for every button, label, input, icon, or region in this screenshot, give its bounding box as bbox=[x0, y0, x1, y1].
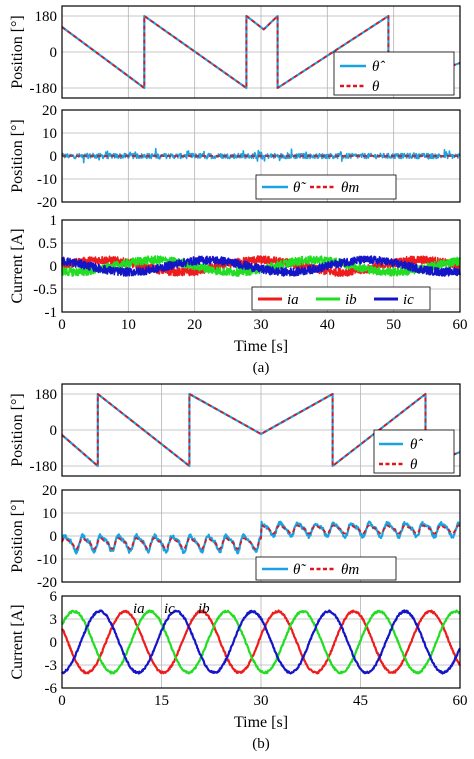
y-tick-label: -20 bbox=[37, 195, 57, 211]
series-line-ic bbox=[61, 255, 461, 277]
y-tick-label: 20 bbox=[42, 103, 57, 119]
legend-entry-actual: θ bbox=[410, 457, 418, 473]
panel-b2: 20 10 0 -10 -20 Position [°] θ̃ θm bbox=[9, 483, 461, 591]
y-axis-label: Current [A] bbox=[9, 604, 26, 679]
x-tick-label: 0 bbox=[58, 693, 66, 709]
x-tick-label: 60 bbox=[453, 693, 468, 709]
y-tick-label: 10 bbox=[42, 126, 57, 142]
y-axis-label: Position [°] bbox=[9, 119, 26, 193]
tick-labels: 180 0 -180 bbox=[30, 387, 58, 475]
legend-entry-ia: ia bbox=[287, 292, 299, 308]
legend-entry-ib: ib bbox=[345, 292, 357, 308]
y-tick-label: 180 bbox=[35, 9, 58, 25]
y-tick-label: -6 bbox=[45, 681, 58, 697]
series-group bbox=[61, 520, 461, 555]
legend: ia ib ic bbox=[251, 286, 431, 311]
annotation-ia: ia bbox=[133, 601, 145, 617]
plot-frame bbox=[61, 595, 461, 689]
panel-b1: 180 0 -180 Position [°] θ̂ θ bbox=[9, 383, 461, 477]
figure-caption-b: (b) bbox=[252, 736, 270, 752]
series-line-actual bbox=[61, 15, 461, 89]
y-tick-label: -20 bbox=[37, 575, 57, 591]
panel-a3: 10.50-0.5-10 10 20 30 40 50 60 Current [A] Tim… bbox=[9, 213, 468, 355]
tick-labels: 20 10 0 -10 -20 bbox=[37, 483, 57, 591]
y-axis-label: Current [A] bbox=[9, 228, 26, 303]
x-tick-label: 0 bbox=[58, 317, 66, 333]
plot-frame bbox=[61, 489, 461, 583]
series-group bbox=[61, 14, 461, 90]
series-line-ia bbox=[61, 609, 462, 675]
tick-labels: 180 0 -180 bbox=[30, 9, 58, 97]
y-axis-label: Position [°] bbox=[9, 393, 26, 467]
series-line-ib bbox=[61, 609, 461, 675]
legend: θ̃ θm bbox=[255, 174, 397, 200]
x-tick-label: 60 bbox=[453, 317, 468, 333]
y-tick-label: -180 bbox=[30, 459, 58, 475]
y-tick-label: 0 bbox=[50, 635, 58, 651]
y-tick-label: 6 bbox=[50, 589, 58, 605]
plot-frame bbox=[61, 383, 461, 477]
series-group bbox=[61, 392, 461, 468]
y-tick-label: 10 bbox=[42, 506, 57, 522]
series-group bbox=[61, 255, 461, 277]
x-axis-label: Time [s] bbox=[234, 714, 288, 731]
legend-entry-actual: θm bbox=[341, 562, 359, 578]
y-tick-label: 0.5 bbox=[38, 236, 57, 252]
y-tick-label: -3 bbox=[45, 658, 58, 674]
series-group bbox=[61, 147, 461, 164]
y-tick-label: -0.5 bbox=[33, 282, 57, 298]
y-tick-label: -180 bbox=[30, 81, 58, 97]
x-tick-label: 50 bbox=[386, 317, 401, 333]
x-tick-label: 20 bbox=[187, 317, 202, 333]
legend-entry-actual: θ bbox=[372, 79, 380, 95]
y-tick-label: 0 bbox=[50, 529, 58, 545]
panel-a1: 180 0 -180 Position [°] θ̂ θ bbox=[9, 5, 461, 99]
figure-caption-a: (a) bbox=[253, 360, 270, 376]
x-tick-label: 15 bbox=[154, 693, 169, 709]
series-line-estimate bbox=[61, 392, 461, 468]
legend: θ̂ θ bbox=[373, 429, 455, 474]
x-axis-label: Time [s] bbox=[234, 338, 288, 355]
y-axis-label: Position [°] bbox=[9, 15, 26, 89]
series-line-actual bbox=[61, 524, 461, 550]
panel-a2: 20 10 0 -10 -20 Position [°] θ̃ θm bbox=[9, 103, 461, 211]
panel-b3: 630-3-60 15 30 45 60 Current [A] Time [s] ia… bbox=[9, 589, 468, 731]
y-tick-label: -10 bbox=[37, 552, 57, 568]
plot-frame bbox=[61, 219, 461, 313]
legend-entry-ic: ic bbox=[403, 292, 414, 308]
plot-frame bbox=[61, 109, 461, 203]
series-line-estimate bbox=[61, 147, 461, 164]
legend: θ̂ θ bbox=[333, 51, 455, 96]
y-axis-label: Position [°] bbox=[9, 499, 26, 573]
y-tick-label: -10 bbox=[37, 172, 57, 188]
legend-entry-actual: θm bbox=[341, 180, 359, 196]
y-tick-label: -1 bbox=[45, 305, 58, 321]
x-tick-label: 45 bbox=[353, 693, 368, 709]
y-tick-label: 0 bbox=[50, 423, 58, 439]
x-tick-label: 30 bbox=[254, 317, 269, 333]
y-tick-label: 20 bbox=[42, 483, 57, 499]
annotation-ic: ic bbox=[164, 601, 175, 617]
x-tick-label: 10 bbox=[121, 317, 136, 333]
y-tick-label: 180 bbox=[35, 387, 58, 403]
annotation-ib: ib bbox=[198, 601, 210, 617]
x-tick-label: 40 bbox=[320, 317, 335, 333]
x-tick-label: 30 bbox=[254, 693, 269, 709]
y-tick-label: 1 bbox=[50, 213, 58, 229]
y-tick-label: 3 bbox=[50, 612, 58, 628]
y-tick-label: 0 bbox=[50, 45, 58, 61]
y-tick-label: 0 bbox=[50, 149, 58, 165]
plot-frame bbox=[61, 5, 461, 99]
y-tick-label: 0 bbox=[50, 259, 58, 275]
tick-labels: 10.50-0.5-10 10 20 30 40 50 60 bbox=[33, 213, 467, 333]
series-group bbox=[61, 609, 462, 675]
series-line-ic bbox=[61, 609, 461, 675]
tick-labels: 630-3-60 15 30 45 60 bbox=[45, 589, 468, 709]
legend: θ̃ θm bbox=[255, 556, 397, 581]
tick-labels: 20 10 0 -10 -20 bbox=[37, 103, 57, 211]
